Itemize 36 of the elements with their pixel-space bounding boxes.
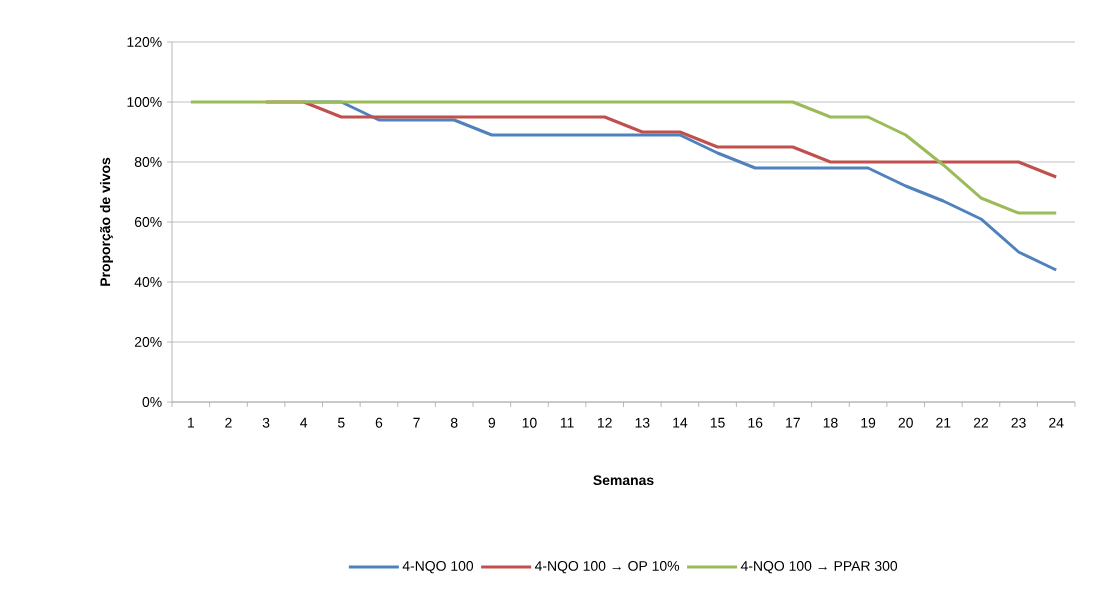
- x-tick-label: 19: [861, 417, 876, 428]
- legend-label: 4-NQO 100 → OP 10%: [534, 560, 680, 574]
- x-tick-label: 10: [522, 417, 537, 428]
- x-tick-label: 14: [673, 417, 688, 428]
- y-tick-label: 120%: [127, 37, 162, 47]
- x-tick-label: 21: [936, 417, 951, 428]
- x-tick-label: 4: [300, 417, 308, 428]
- x-tick-label: 24: [1049, 417, 1064, 428]
- x-tick-label: 1: [188, 417, 195, 428]
- x-tick-label: 2: [225, 417, 232, 428]
- x-axis-title: Semanas: [593, 475, 654, 486]
- x-tick-label: 15: [710, 417, 725, 428]
- x-tick-label: 8: [450, 417, 458, 428]
- x-tick-label: 7: [413, 417, 420, 428]
- x-tick-label: 18: [823, 417, 838, 428]
- y-tick-label: 0%: [142, 397, 162, 407]
- y-tick-label: 80%: [134, 157, 162, 167]
- x-tick-label: 23: [1011, 417, 1026, 428]
- legend-label: 4-NQO 100 → PPAR 300: [740, 560, 898, 574]
- y-tick-label: 100%: [127, 97, 162, 107]
- x-tick-label: 16: [748, 417, 763, 428]
- x-tick-label: 6: [375, 417, 383, 428]
- x-tick-label: 5: [338, 417, 345, 428]
- x-tick-label: 17: [786, 417, 800, 428]
- x-tick-label: 13: [635, 417, 650, 428]
- x-tick-label: 11: [560, 417, 574, 428]
- y-axis-title: Proporção de vivos: [99, 157, 113, 286]
- legend-label: 4-NQO 100: [402, 560, 474, 574]
- x-tick-label: 3: [262, 417, 270, 428]
- x-tick-label: 12: [598, 417, 612, 428]
- y-tick-label: 20%: [134, 337, 162, 347]
- y-tick-label: 40%: [134, 277, 162, 287]
- y-tick-label: 60%: [134, 217, 162, 227]
- x-tick-label: 22: [973, 417, 989, 428]
- x-tick-label: 20: [898, 417, 913, 428]
- x-tick-label: 9: [488, 417, 496, 428]
